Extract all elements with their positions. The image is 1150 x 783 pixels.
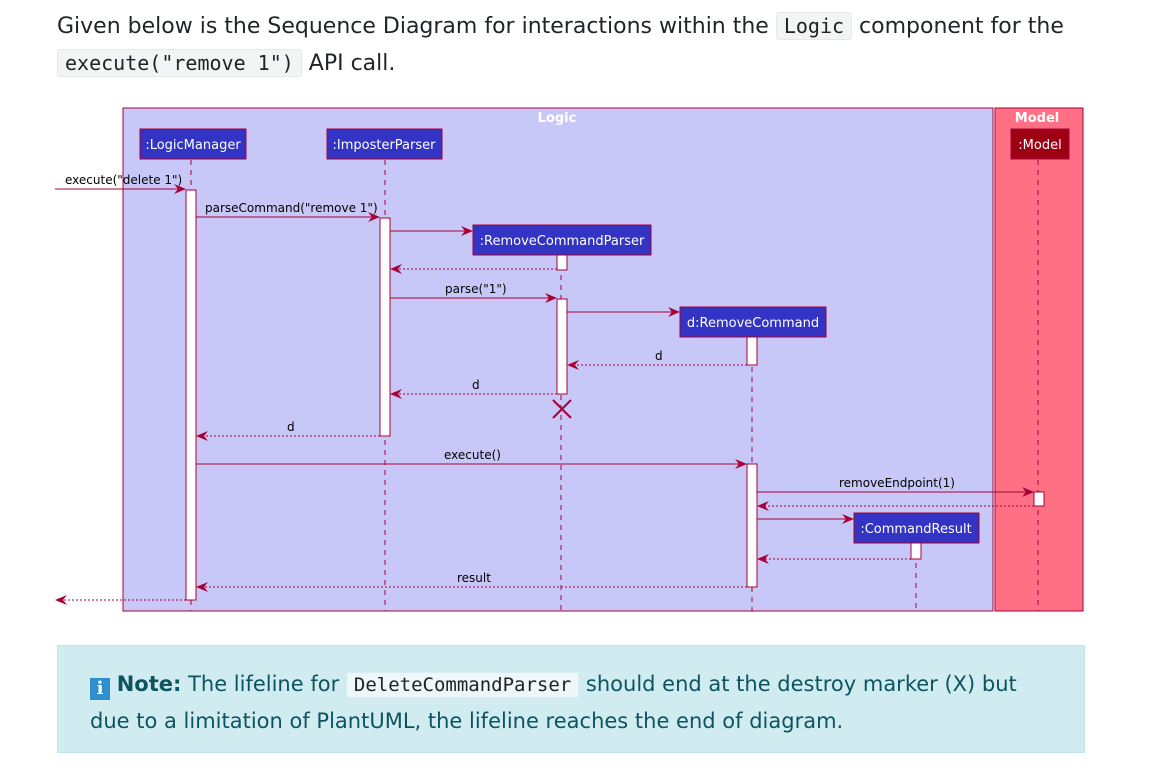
participant-logic-manager — [139, 128, 247, 160]
activation-model — [1033, 491, 1045, 507]
participant-imposter-parser — [326, 128, 443, 160]
participant-logic-manager-label: :LogicManager — [145, 138, 241, 153]
message-parse: parse("1") — [445, 282, 507, 296]
message-return-d-2: d — [472, 378, 480, 392]
participant-remove-command-parser-label: :RemoveCommandParser — [480, 234, 645, 249]
intro-text-after: API call. — [301, 51, 396, 76]
model-box-title: Model — [1015, 111, 1059, 126]
intro-paragraph: Given below is the Sequence Diagram for … — [57, 8, 1117, 82]
note-callout: i Note: The lifeline for DeleteCommandPa… — [57, 645, 1085, 753]
note-text-after: should end at the destroy marker (X) but… — [90, 672, 1017, 733]
delete-command-parser-code: DeleteCommandParser — [345, 672, 580, 698]
intro-text-before: Given below is the Sequence Diagram for … — [57, 14, 776, 39]
message-remove-endpoint: removeEndpoint(1) — [839, 476, 955, 490]
participant-command-result-label: :CommandResult — [860, 522, 971, 537]
note-text-before: The lifeline for — [181, 672, 346, 696]
participant-model-label: :Model — [1018, 138, 1061, 153]
info-icon: i — [90, 678, 110, 700]
api-call-code: execute("remove 1") — [57, 49, 302, 77]
activation-remove-command — [746, 463, 758, 588]
activation-command-result — [910, 542, 922, 560]
participant-command-result — [853, 512, 980, 544]
logic-box-title: Logic — [538, 111, 577, 126]
activation-logic-manager — [185, 189, 197, 601]
participant-model — [1010, 128, 1070, 160]
message-return-d-1: d — [655, 349, 663, 363]
destroy-marker — [552, 399, 572, 419]
activation-remove-command-parser — [556, 298, 568, 395]
sequence-diagram: Logic Model :LogicManager :ImposterParse… — [55, 107, 1084, 612]
message-return-d-3: d — [287, 420, 295, 434]
note-label: Note: — [116, 672, 182, 696]
logic-code: Logic — [775, 12, 853, 40]
message-execute-call: execute("delete 1") — [65, 173, 182, 187]
activation-imposter-parser — [379, 217, 391, 437]
message-execute: execute() — [444, 448, 501, 462]
participant-remove-command-label: d:RemoveCommand — [687, 316, 819, 331]
participant-remove-command-parser — [472, 224, 652, 256]
activation-remove-command-parser-create — [556, 254, 568, 271]
participant-imposter-parser-label: :ImposterParser — [333, 138, 437, 153]
message-result: result — [457, 571, 491, 585]
message-parse-command: parseCommand("remove 1") — [205, 201, 378, 215]
activation-remove-command-create — [746, 336, 758, 366]
model-box — [994, 107, 1084, 612]
participant-remove-command — [679, 306, 827, 338]
intro-text-middle: component for the — [852, 14, 1064, 39]
